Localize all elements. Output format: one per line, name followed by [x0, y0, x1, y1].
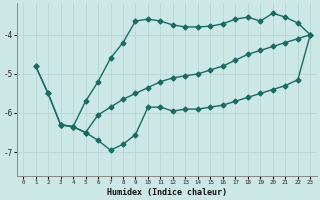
X-axis label: Humidex (Indice chaleur): Humidex (Indice chaleur): [107, 188, 227, 197]
